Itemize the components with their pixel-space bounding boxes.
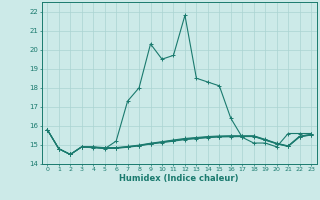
X-axis label: Humidex (Indice chaleur): Humidex (Indice chaleur)	[119, 174, 239, 183]
